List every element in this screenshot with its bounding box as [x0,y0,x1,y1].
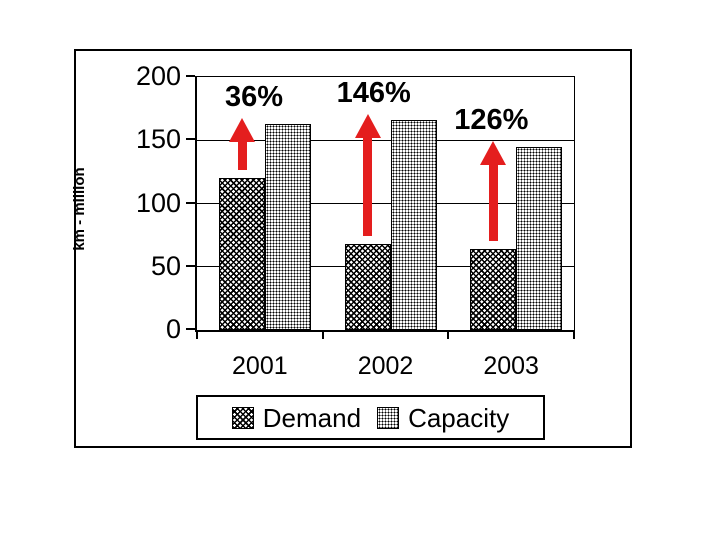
increase-arrow-shaft [488,162,498,242]
capacity-bar-2002 [390,120,437,330]
gridline-150 [197,139,574,141]
demand-bar-2002 [344,243,391,330]
y-tick-label: 50 [150,250,181,281]
increase-arrow-icon [229,117,255,142]
y-tick-label: 0 [165,314,181,344]
x-tick-label-2003: 2003 [483,352,539,380]
y-axis-tick [186,75,195,77]
increase-arrow-icon [480,140,507,165]
demand-swatch-icon [231,406,254,429]
increase-arrow-shaft [237,139,247,171]
legend-label: Demand [262,402,362,433]
capacity-swatch-icon [377,406,400,429]
x-axis-tick [447,330,450,339]
capacity-bar-2001 [265,123,311,330]
x-axis-tick [573,330,575,339]
plot-area: 2001 2002 2003 36% 146% 126% [195,76,575,380]
y-axis-tick [186,264,195,267]
legend-item-demand: Demand [231,402,362,433]
y-axis-tick [186,201,195,204]
y-tick-label: 100 [135,187,181,218]
x-tick-label-2001: 2001 [232,352,288,380]
legend-item-capacity: Capacity [377,404,509,432]
x-axis-tick [196,330,198,339]
capacity-bar-2003 [516,146,563,330]
x-axis-tick [321,330,324,339]
y-tick-label: 150 [135,124,181,155]
gridline-100 [197,203,574,204]
increase-arrow-icon [354,114,381,138]
x-tick-label-2002: 2002 [357,352,414,380]
chart-frame: km - million 0 50 100 150 200 2001 2002 2003 36… [71,49,632,448]
demand-bar-2003 [470,249,517,330]
y-tick-label: 200 [135,61,181,91]
increase-arrow-shaft [363,136,373,236]
y-axis-tick [186,328,195,330]
demand-bar-2001 [219,178,265,330]
y-axis-tick [186,138,195,141]
percent-annotation-2003: 126% [454,103,529,136]
legend-label: Capacity [408,402,510,433]
chart-legend: Demand Capacity [196,395,545,440]
percent-annotation-2002: 146% [336,77,411,109]
percent-annotation-2001: 36% [224,80,284,113]
